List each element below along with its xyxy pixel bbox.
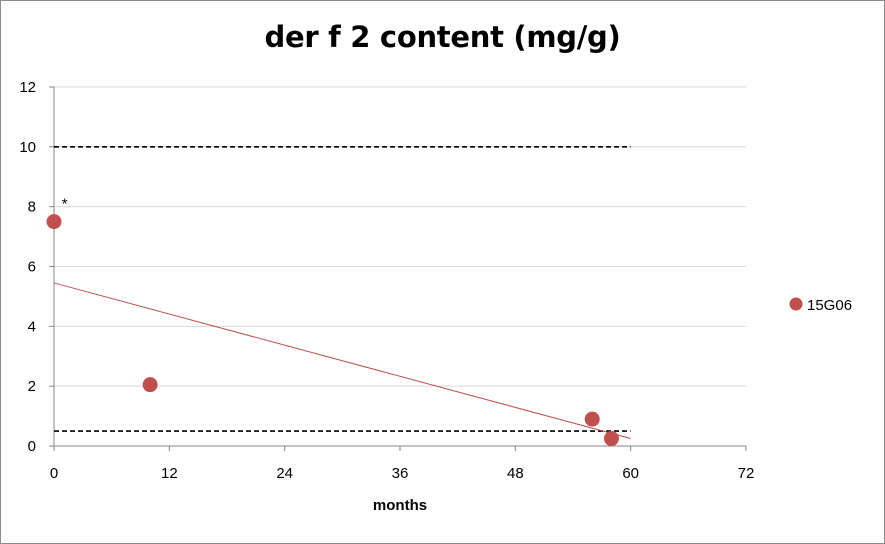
chart-title: der f 2 content (mg/g) bbox=[264, 20, 621, 54]
y-tick-label-12: 12 bbox=[19, 79, 36, 96]
annotation-asterisk: * bbox=[62, 196, 68, 213]
data-point-3 bbox=[584, 411, 600, 427]
x-tick-label-12: 12 bbox=[161, 465, 178, 482]
x-tick-label-24: 24 bbox=[276, 465, 293, 482]
y-tick-label-4: 4 bbox=[28, 318, 36, 335]
data-point-4 bbox=[603, 431, 619, 447]
y-tick-label-8: 8 bbox=[28, 199, 36, 216]
x-tick-label-60: 60 bbox=[622, 465, 639, 482]
x-tick-label-48: 48 bbox=[507, 465, 524, 482]
grid-lines bbox=[54, 86, 746, 387]
y-tick-label-6: 6 bbox=[28, 259, 36, 276]
legend-marker bbox=[789, 297, 803, 311]
data-point-1 bbox=[46, 214, 62, 230]
x-axis-label: months bbox=[373, 497, 427, 514]
y-tick-label-0: 0 bbox=[28, 438, 36, 455]
x-tick-label-0: 0 bbox=[50, 465, 58, 482]
data-point-2 bbox=[142, 377, 158, 393]
reference-lines bbox=[54, 146, 631, 432]
y-tick-label-10: 10 bbox=[19, 139, 36, 156]
trendline bbox=[53, 282, 631, 440]
annotations: * bbox=[62, 196, 68, 213]
axes bbox=[49, 86, 747, 451]
data-points bbox=[46, 214, 619, 447]
x-tick-label-36: 36 bbox=[392, 465, 409, 482]
y-tick-label-2: 2 bbox=[28, 378, 36, 395]
legend-label: 15G06 bbox=[807, 297, 852, 314]
x-tick-label-72: 72 bbox=[738, 465, 755, 482]
trendline-group bbox=[53, 282, 631, 440]
legend: 15G06 bbox=[789, 297, 852, 314]
